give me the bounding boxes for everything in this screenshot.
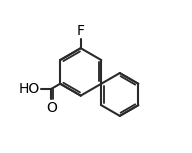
Text: HO: HO [18, 82, 40, 96]
Text: O: O [46, 101, 57, 115]
Text: F: F [77, 24, 85, 38]
